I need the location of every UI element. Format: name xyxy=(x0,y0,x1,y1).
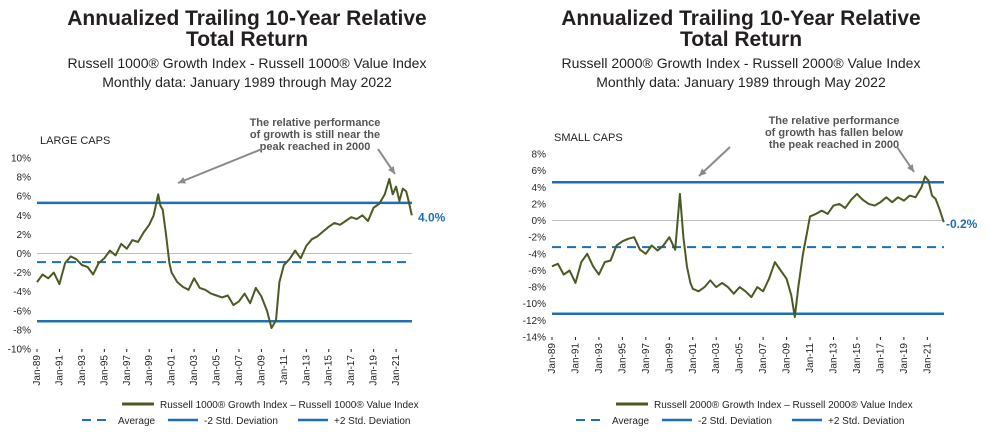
annotation-arrowhead xyxy=(907,164,914,172)
y-tick-label: 10% xyxy=(11,154,31,165)
y-tick-label: 0% xyxy=(17,249,32,260)
panel-label: LARGE CAPS xyxy=(40,135,110,147)
chart-subtitle: Russell 2000® Growth Index - Russell 200… xyxy=(561,55,921,71)
chart-title: Annualized Trailing 10-Year Relative xyxy=(561,7,921,30)
y-tick-label: -2% xyxy=(528,233,546,244)
y-tick-label: -12% xyxy=(523,316,546,327)
x-tick-label: Jan-95 xyxy=(617,343,628,374)
annotation-text: The relative performance xyxy=(250,117,381,129)
y-tick-label: -6% xyxy=(528,266,546,277)
y-tick-label: -10% xyxy=(523,299,546,310)
y-tick-label: -14% xyxy=(523,333,546,344)
legend-label-average: Average xyxy=(612,416,650,427)
chart-subtitle: Russell 1000® Growth Index - Russell 100… xyxy=(67,55,427,71)
x-tick-label: Jan-17 xyxy=(346,355,357,386)
x-tick-label: Jan-93 xyxy=(594,343,605,374)
x-tick-label: Jan-03 xyxy=(711,343,722,374)
y-tick-label: -4% xyxy=(13,287,31,298)
y-tick-label: 2% xyxy=(17,230,32,241)
x-tick-label: Jan-11 xyxy=(805,343,816,373)
annotation-text: the peak reached in 2000 xyxy=(769,139,899,151)
x-tick-label: Jan-13 xyxy=(829,343,840,374)
annotation-text: of growth is still near the xyxy=(250,129,380,141)
annotation-arrowhead xyxy=(699,168,707,176)
y-tick-label: 6% xyxy=(532,166,547,177)
x-tick-label: Jan-19 xyxy=(899,343,910,374)
y-tick-label: 2% xyxy=(532,199,547,210)
y-tick-label: 0% xyxy=(532,216,547,227)
x-tick-label: Jan-09 xyxy=(782,343,793,374)
x-tick-label: Jan-09 xyxy=(256,355,267,386)
series-line xyxy=(36,178,413,329)
x-tick-label: Jan-03 xyxy=(189,355,200,386)
chart-title-line-2: Total Return xyxy=(185,28,309,51)
x-tick-label: Jan-15 xyxy=(324,355,335,386)
x-tick-label: Jan-97 xyxy=(641,343,652,374)
x-tick-label: Jan-21 xyxy=(922,343,933,374)
x-tick-label: Jan-93 xyxy=(77,355,88,386)
y-tick-label: -10% xyxy=(8,345,31,356)
annotation-text: of growth has fallen below xyxy=(765,127,904,139)
x-tick-label: Jan-99 xyxy=(664,343,675,374)
panel-label: SMALL CAPS xyxy=(554,132,623,144)
y-tick-label: -8% xyxy=(13,325,31,336)
x-tick-label: Jan-21 xyxy=(391,355,402,386)
x-tick-label: Jan-95 xyxy=(99,355,110,386)
y-tick-label: -4% xyxy=(528,249,546,260)
y-tick-label: -8% xyxy=(528,283,546,294)
x-tick-label: Jan-15 xyxy=(852,343,863,374)
y-tick-label: 8% xyxy=(17,173,32,184)
x-tick-label: Jan-01 xyxy=(688,343,699,374)
y-tick-label: -6% xyxy=(13,306,31,317)
chart-date-range: Monthly data: January 1989 through May 2… xyxy=(596,74,886,90)
y-tick-label: -2% xyxy=(13,268,31,279)
x-tick-label: Jan-89 xyxy=(32,355,43,386)
legend-label-series: Russell 1000® Growth Index – Russell 100… xyxy=(160,400,419,411)
chart-title: Annualized Trailing 10-Year Relative xyxy=(67,7,427,30)
x-tick-label: Jan-17 xyxy=(875,343,886,374)
x-tick-label: Jan-07 xyxy=(758,343,769,374)
chart-title-line-2: Total Return xyxy=(679,28,803,51)
x-tick-label: Jan-01 xyxy=(167,355,178,386)
annotation-arrowhead xyxy=(178,177,186,184)
x-tick-label: Jan-91 xyxy=(54,355,65,386)
x-tick-label: Jan-89 xyxy=(547,343,558,374)
chart-panel-small-caps: Annualized Trailing 10-Year Relative Tot… xyxy=(494,0,988,437)
chart-date-range: Monthly data: January 1989 through May 2… xyxy=(102,74,392,90)
y-tick-label: 4% xyxy=(17,211,32,222)
end-value-label: 4.0% xyxy=(418,210,446,224)
x-tick-label: Jan-99 xyxy=(144,355,155,386)
annotation-arrow xyxy=(177,148,263,184)
end-value-label: -0.2% xyxy=(946,217,978,231)
x-tick-label: Jan-05 xyxy=(212,355,223,386)
x-tick-label: Jan-19 xyxy=(369,355,380,386)
x-tick-label: Jan-13 xyxy=(301,355,312,386)
x-tick-label: Jan-97 xyxy=(122,355,133,386)
legend-label-minus-2-std: -2 Std. Deviation xyxy=(698,416,772,427)
series-line xyxy=(551,175,945,318)
x-tick-label: Jan-05 xyxy=(735,343,746,374)
legend-label-minus-2-std: -2 Std. Deviation xyxy=(204,416,278,427)
x-tick-label: Jan-91 xyxy=(570,343,581,374)
y-tick-label: 8% xyxy=(532,150,547,161)
x-tick-label: Jan-07 xyxy=(234,355,245,386)
annotation-arrowhead xyxy=(388,166,395,174)
legend-label-plus-2-std: +2 Std. Deviation xyxy=(828,416,904,427)
annotation-text: peak reached in 2000 xyxy=(260,141,371,153)
annotation-text: The relative performance xyxy=(769,115,900,127)
legend-label-average: Average xyxy=(118,416,156,427)
x-tick-label: Jan-11 xyxy=(279,355,290,385)
legend-label-plus-2-std: +2 Std. Deviation xyxy=(334,416,410,427)
y-tick-label: 4% xyxy=(532,183,547,194)
chart-panel-large-caps: Annualized Trailing 10-Year Relative Tot… xyxy=(8,7,446,427)
y-tick-label: 6% xyxy=(17,192,32,203)
legend-label-series: Russell 2000® Growth Index – Russell 200… xyxy=(654,400,913,411)
